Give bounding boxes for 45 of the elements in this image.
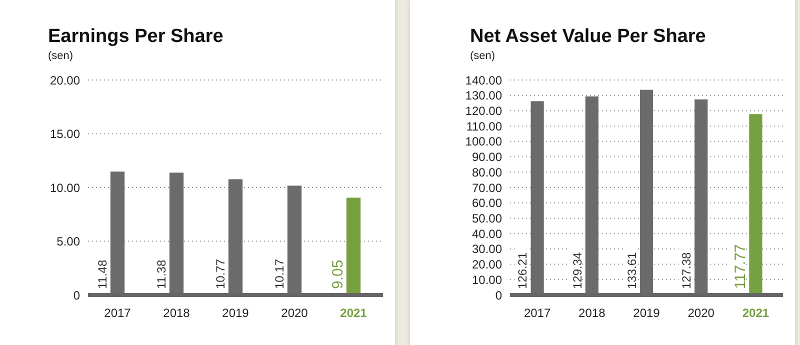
- x-tick-label: 2019: [633, 306, 660, 320]
- x-tick-label: 2021: [340, 306, 368, 320]
- data-label: 10.17: [272, 258, 286, 289]
- y-tick-label: 5.00: [56, 234, 80, 249]
- y-tick-label: 20.00: [472, 258, 502, 272]
- y-tick-label: 30.00: [472, 242, 502, 256]
- x-tick-label: 2021: [742, 306, 770, 320]
- y-tick-label: 10.00: [472, 272, 502, 287]
- y-tick-label: 60.00: [472, 196, 502, 210]
- x-tick-label: 2020: [281, 306, 308, 320]
- chart-title: Net Asset Value Per Share: [470, 26, 706, 48]
- y-tick-label: 130.00: [465, 88, 502, 103]
- x-tick-label: 2020: [688, 306, 715, 320]
- y-tick-label: 70.00: [472, 180, 502, 195]
- x-tick-label: 2017: [524, 306, 551, 320]
- data-label: 126.21: [516, 252, 530, 289]
- data-label: 133.61: [624, 252, 639, 289]
- y-axis-title: (sen): [48, 50, 74, 62]
- y-tick-label: 90.00: [472, 150, 502, 164]
- data-label: 117.77: [732, 244, 750, 289]
- y-tick-label: 15.00: [50, 127, 80, 142]
- x-tick-label: 2019: [222, 306, 250, 320]
- y-tick-label: 40.00: [472, 226, 502, 241]
- y-tick-label: 120.00: [465, 104, 502, 118]
- y-tick-label: 100.00: [465, 134, 502, 149]
- y-tick-label: 50.00: [472, 211, 502, 226]
- y-tick-label: 140.00: [465, 73, 502, 88]
- data-label: 127.38: [680, 252, 694, 289]
- x-tick-label: 2017: [104, 306, 132, 320]
- y-tick-label: 0: [495, 288, 502, 302]
- y-tick-label: 0: [73, 288, 80, 302]
- x-tick-label: 2018: [578, 306, 606, 320]
- data-label: 11.48: [95, 260, 110, 289]
- y-tick-label: 10.00: [50, 180, 80, 195]
- data-label: 9.05: [329, 260, 346, 289]
- data-label: 129.34: [570, 252, 584, 289]
- data-label: 11.38: [154, 260, 168, 289]
- chart-title: Earnings Per Share: [48, 26, 224, 48]
- x-tick-label: 2018: [163, 306, 190, 320]
- y-axis-title: (sen): [470, 50, 496, 62]
- bar: [346, 198, 361, 295]
- y-tick-label: 80.00: [472, 165, 502, 180]
- y-tick-label: 20.00: [50, 73, 80, 88]
- y-tick-label: 110.00: [466, 119, 502, 134]
- data-label: 10.77: [213, 258, 228, 289]
